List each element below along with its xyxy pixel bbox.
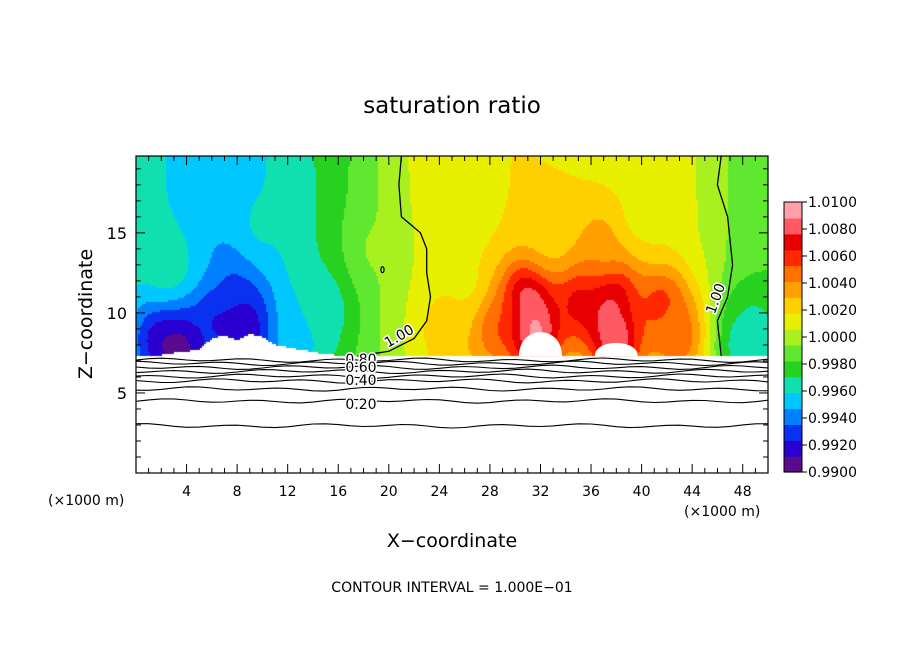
colorbar-swatch-14 xyxy=(784,249,802,267)
x-unit-right: (×1000 m) xyxy=(684,504,760,520)
contour-dry-3 xyxy=(136,364,768,370)
colorbar-label-1.0100: 1.0100 xyxy=(808,195,857,211)
x-tick-label-4: 4 xyxy=(182,484,191,500)
contour-dry-6 xyxy=(136,378,768,384)
colorbar: 1.0100 1.0080 1.0060 1.0040 1.0020 1.0000 0.99… xyxy=(783,195,857,481)
colorbar-label-0.9940: 0.9940 xyxy=(808,411,857,427)
colorbar-swatch-6 xyxy=(784,376,802,394)
chart-title: saturation ratio xyxy=(363,93,541,119)
white-patch-1 xyxy=(518,332,562,357)
contour-1-00-right xyxy=(716,156,734,357)
contour-dry-5 xyxy=(136,373,768,379)
y-tick-label-5: 5 xyxy=(117,384,127,403)
colorbar-swatch-5 xyxy=(784,392,802,410)
colorbar-swatch-15 xyxy=(784,233,802,251)
colorbar-label-0.9960: 0.9960 xyxy=(808,384,857,400)
colorbar-label-1.0020: 1.0020 xyxy=(808,303,857,319)
colorbar-swatch-1 xyxy=(784,456,802,473)
colorbar-swatch-12 xyxy=(784,281,802,298)
colorbar-swatch-4 xyxy=(784,408,802,425)
x-tick-label-24: 24 xyxy=(430,484,448,500)
x-axis: 4 8 12 16 20 24 28 32 36 40 44 48 xyxy=(148,156,756,500)
x-axis-label: X−coordinate xyxy=(387,530,517,552)
colorbar-label-1.0080: 1.0080 xyxy=(808,222,857,238)
x-tick-label-20: 20 xyxy=(380,484,398,500)
x-tick-label-48: 48 xyxy=(734,484,752,500)
x-tick-label-32: 32 xyxy=(532,484,550,500)
contour-dry-2 xyxy=(136,360,768,367)
y-axis: 5 10 15 xyxy=(107,168,768,458)
x-tick-label-36: 36 xyxy=(582,484,600,500)
contour-label-3: 0.80 xyxy=(345,352,376,368)
colorbar-swatch-17 xyxy=(784,202,802,219)
colorbar-swatch-13 xyxy=(784,265,802,283)
colorbar-swatch-16 xyxy=(784,217,802,235)
colorbar-label-0.9900: 0.9900 xyxy=(808,465,857,481)
colorbar-swatch-3 xyxy=(784,424,802,441)
plot-area xyxy=(136,156,768,473)
contour-interval-note: CONTOUR INTERVAL = 1.000E−01 xyxy=(331,580,572,596)
colorbar-swatch-9 xyxy=(784,329,802,346)
colorbar-label-1.0040: 1.0040 xyxy=(808,276,857,292)
contour-small-loop xyxy=(380,266,385,274)
colorbar-swatch-7 xyxy=(784,360,802,378)
contour-dry-1 xyxy=(136,357,768,363)
colorbar-label-0.9980: 0.9980 xyxy=(808,357,857,373)
contour-dry-9 xyxy=(136,423,768,429)
contour-dry-8 xyxy=(136,398,768,404)
colorbar-label-0.9920: 0.9920 xyxy=(808,438,857,454)
x-tick-label-8: 8 xyxy=(233,484,242,500)
contour-label-6: 0.20 xyxy=(345,397,376,413)
colorbar-swatch-11 xyxy=(784,297,802,314)
colorbar-swatch-2 xyxy=(784,440,802,457)
x-tick-label-28: 28 xyxy=(481,484,499,500)
contour-layer xyxy=(136,156,768,429)
colorbar-swatch-8 xyxy=(784,344,802,362)
x-tick-label-40: 40 xyxy=(633,484,651,500)
colorbar-label-1.0000: 1.0000 xyxy=(808,330,857,346)
contour-label-4: 0.60 xyxy=(345,360,376,376)
y-tick-label-10: 10 xyxy=(107,304,127,323)
y-tick-label-15: 15 xyxy=(107,224,127,243)
x-unit-left: (×1000 m) xyxy=(48,493,124,509)
x-tick-label-12: 12 xyxy=(279,484,297,500)
saturation-field xyxy=(136,156,768,473)
field-layer xyxy=(136,156,768,473)
colorbar-label-1.0060: 1.0060 xyxy=(808,249,857,265)
white-patch-2 xyxy=(594,342,638,357)
y-axis-label: Z−coordinate xyxy=(75,249,97,379)
contour-dry-4 xyxy=(136,368,768,374)
x-tick-label-44: 44 xyxy=(683,484,701,500)
contour-label-5: 0.40 xyxy=(345,373,376,389)
contour-dry-7 xyxy=(136,386,768,392)
colorbar-swatch-10 xyxy=(784,313,802,330)
x-tick-label-16: 16 xyxy=(329,484,347,500)
contour-1-00-left xyxy=(357,156,432,357)
